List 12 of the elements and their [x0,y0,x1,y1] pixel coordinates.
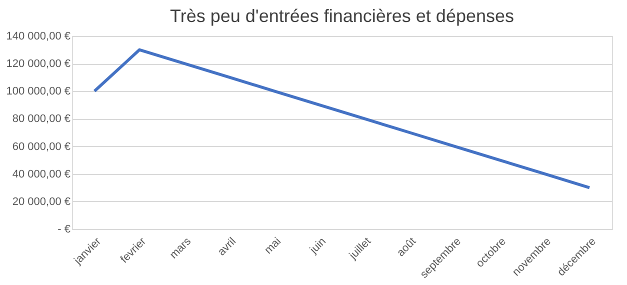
y-tick-label: 80 000,00 € [12,113,70,126]
y-tick-label: 100 000,00 € [6,86,70,98]
y-tick-label: 140 000,00 € [6,30,70,42]
y-tick-label: 20 000,00 € [12,196,70,208]
x-tick-label: juin [307,236,328,257]
y-tick-label: - € [58,224,70,236]
line-series [93,48,591,190]
y-tick-label: 60 000,00 € [12,140,70,153]
y-tick-label: 40 000,00 € [12,168,70,180]
y-tick-label: 120 000,00 € [6,58,70,70]
chart-title: Très peu d'entrées financières et dépenses [170,6,514,26]
x-tick-label: mai [262,236,284,257]
